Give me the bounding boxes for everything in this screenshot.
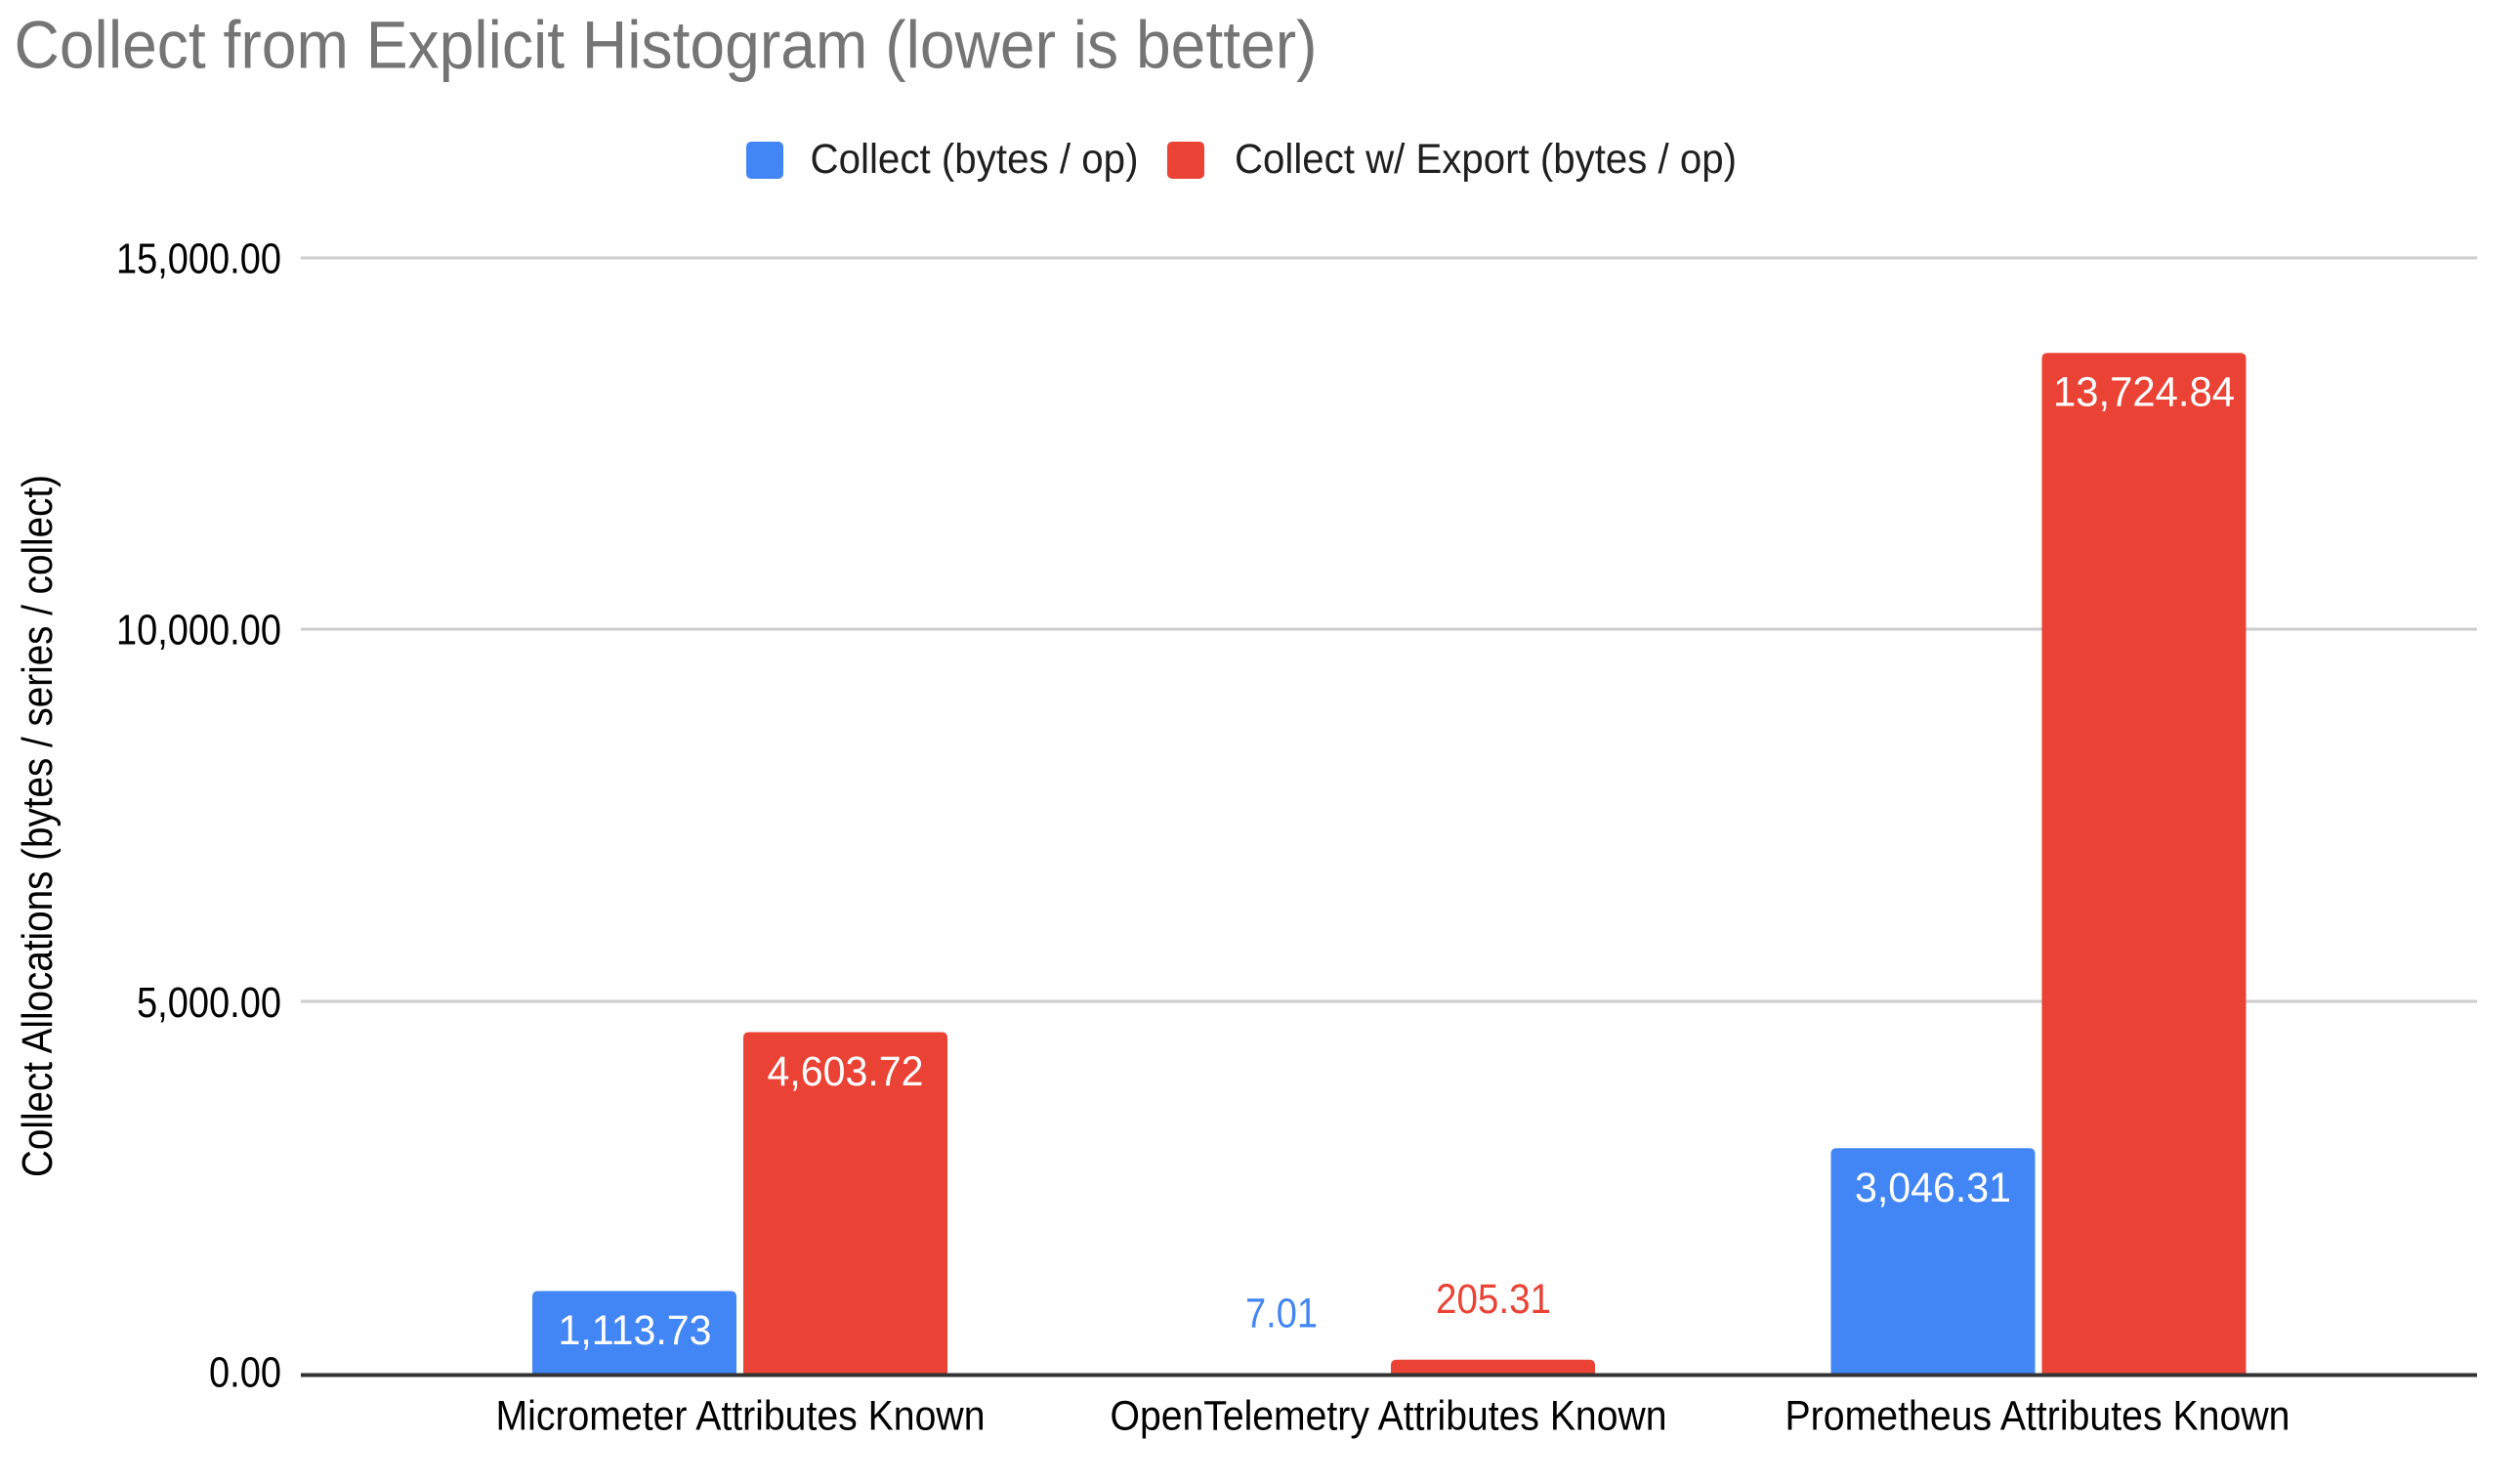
svg-text:Prometheus Attributes Known: Prometheus Attributes Known <box>1785 1393 2290 1440</box>
svg-text:3,046.31: 3,046.31 <box>1855 1165 2011 1211</box>
svg-text:5,000.00: 5,000.00 <box>137 980 281 1027</box>
svg-text:10,000.00: 10,000.00 <box>116 608 281 655</box>
svg-text:Collect from Explicit Histogra: Collect from Explicit Histogram (lower i… <box>15 8 1318 83</box>
svg-text:15,000.00: 15,000.00 <box>116 236 281 283</box>
svg-text:0.00: 0.00 <box>209 1350 281 1397</box>
svg-text:4,603.72: 4,603.72 <box>768 1048 924 1095</box>
svg-text:OpenTelemetry Attributes Known: OpenTelemetry Attributes Known <box>1111 1393 1667 1440</box>
svg-text:Collect (bytes / op): Collect (bytes / op) <box>811 137 1139 183</box>
svg-text:7.01: 7.01 <box>1245 1291 1318 1337</box>
svg-text:Collect w/ Export (bytes / op): Collect w/ Export (bytes / op) <box>1235 137 1737 183</box>
svg-text:Collect Allocations (bytes / s: Collect Allocations (bytes / series / co… <box>14 475 62 1177</box>
svg-text:Micrometer Attributes Known: Micrometer Attributes Known <box>496 1393 986 1440</box>
svg-text:205.31: 205.31 <box>1436 1276 1551 1323</box>
svg-text:1,113.73: 1,113.73 <box>559 1307 712 1354</box>
svg-text:13,724.84: 13,724.84 <box>2053 369 2235 416</box>
